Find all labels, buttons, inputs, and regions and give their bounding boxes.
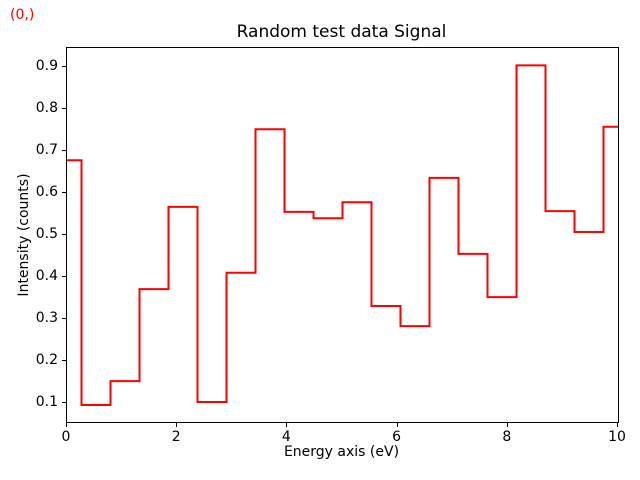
x-tick-mark [286,423,288,427]
y-tick-mark [62,150,66,152]
y-tick-label: 0.1 [35,393,58,410]
y-tick-mark [62,66,66,68]
y-tick-label: 0.3 [35,309,58,326]
y-tick-label: 0.9 [35,58,58,75]
y-tick-label: 0.7 [35,142,58,159]
y-tick-mark [62,234,66,235]
x-tick-mark [617,423,618,427]
plot-area[interactable] [66,47,619,423]
y-tick-mark [62,275,66,277]
x-tick-mark [66,423,67,427]
x-tick-label: 10 [608,429,626,445]
y-tick-mark [62,317,66,319]
x-tick-label: 6 [392,429,402,445]
x-tick-label: 2 [171,429,181,445]
y-tick-label: 0.8 [35,100,58,117]
x-tick-mark [176,423,178,427]
y-tick-mark [62,192,66,194]
x-tick-label: 0 [61,429,71,445]
x-tick-mark [396,423,398,427]
y-tick-mark [62,401,66,403]
y-tick-label: 0.5 [35,226,58,242]
y-tick-label: 0.2 [35,351,58,368]
y-tick-label: 0.4 [35,267,58,284]
y-tick-label: 0.6 [35,184,58,201]
chart-title: Random test data Signal [236,22,447,42]
x-axis-label: Energy axis (eV) [283,444,400,460]
x-tick-label: 4 [281,429,291,445]
signal-line-path [67,64,618,406]
y-tick-mark [62,108,66,110]
y-tick-mark [62,359,66,361]
x-tick-mark [506,423,508,427]
nav-coordinates: (0,) [10,7,35,23]
x-tick-label: 8 [502,429,512,445]
signal-step-line [67,64,618,406]
